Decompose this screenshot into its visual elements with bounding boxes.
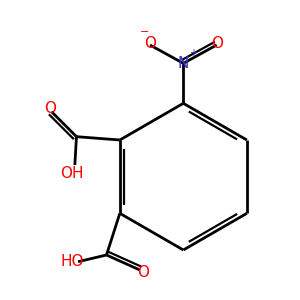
- Text: OH: OH: [60, 166, 83, 181]
- Text: O: O: [144, 36, 156, 51]
- Text: +: +: [189, 48, 197, 58]
- Text: O: O: [137, 265, 149, 280]
- Text: −: −: [140, 27, 149, 37]
- Text: HO: HO: [60, 254, 84, 268]
- Text: N: N: [178, 56, 189, 71]
- Text: O: O: [211, 36, 223, 51]
- Text: O: O: [44, 101, 56, 116]
